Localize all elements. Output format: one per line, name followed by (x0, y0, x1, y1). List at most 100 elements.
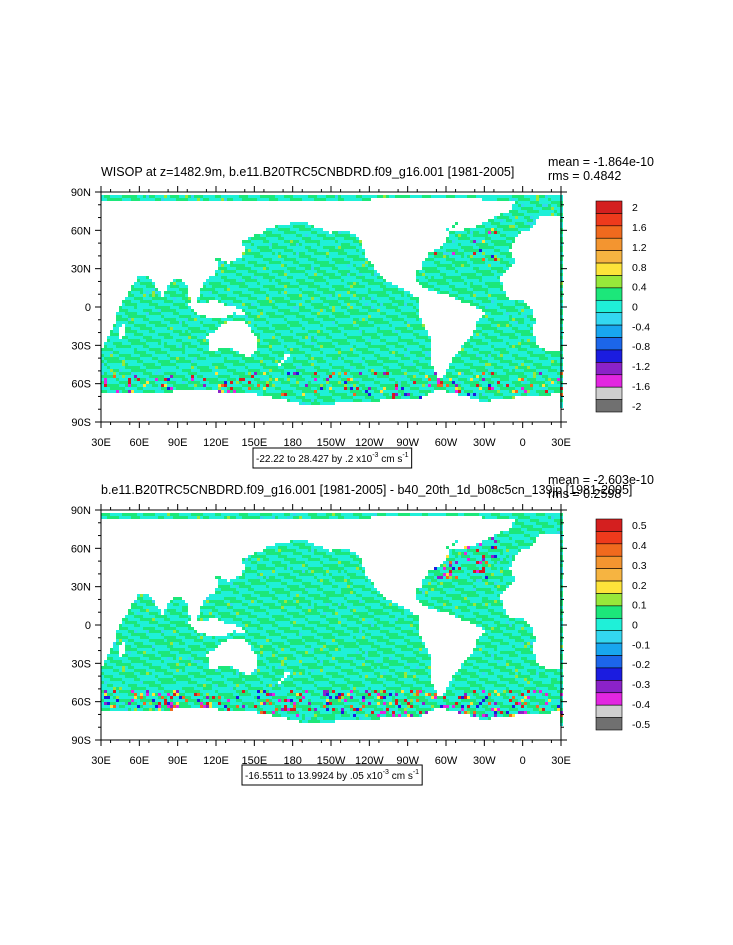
map-cell (404, 327, 407, 330)
map-cell (386, 348, 389, 351)
map-cell (293, 237, 296, 240)
stat-1: rms = 0.4842 (548, 169, 621, 183)
map-cell (461, 282, 464, 285)
map-cell (260, 312, 263, 315)
map-cell (512, 300, 515, 303)
map-cell (116, 198, 119, 201)
map-cell (206, 288, 209, 291)
map-cell (503, 216, 506, 219)
map-cell (326, 243, 329, 246)
map-cell (176, 336, 179, 339)
map-cell (296, 276, 299, 279)
map-cell (146, 300, 149, 303)
map-cell (131, 321, 134, 324)
map-cell (275, 276, 278, 279)
map-cell (260, 267, 263, 270)
map-cell (506, 339, 509, 342)
map-cell (548, 357, 551, 360)
map-cell (299, 318, 302, 321)
map-cell (173, 348, 176, 351)
map-cell (386, 291, 389, 294)
map-cell (407, 303, 410, 306)
map-cell (512, 318, 515, 321)
map-cell (383, 354, 386, 357)
map-cell (323, 264, 326, 267)
map-cell (152, 342, 155, 345)
map-cell (413, 309, 416, 312)
map-cell (386, 333, 389, 336)
map-cell (179, 285, 182, 288)
map-cell (353, 240, 356, 243)
map-cell (320, 246, 323, 249)
map-cell (482, 291, 485, 294)
map-cell (470, 243, 473, 246)
map-cell (425, 360, 428, 363)
map-cell (317, 243, 320, 246)
map-cell (500, 216, 503, 219)
map-cell (239, 279, 242, 282)
map-cell (263, 360, 266, 363)
map-cell (299, 360, 302, 363)
map-cell (521, 327, 524, 330)
map-cell (173, 360, 176, 363)
map-cell (230, 270, 233, 273)
map-cell (170, 348, 173, 351)
map-cell (386, 360, 389, 363)
map-cell (509, 264, 512, 267)
map-cell (521, 321, 524, 324)
map-cell (374, 297, 377, 300)
map-cell (164, 309, 167, 312)
map-cell (284, 315, 287, 318)
map-cell (392, 306, 395, 309)
map-cell (446, 246, 449, 249)
map-cell (371, 336, 374, 339)
map-cell (464, 261, 467, 264)
map-cell (122, 339, 125, 342)
map-cell (431, 267, 434, 270)
map-cell (335, 312, 338, 315)
map-cell (350, 297, 353, 300)
map-cell (281, 240, 284, 243)
map-cell (500, 198, 503, 201)
map-cell (116, 354, 119, 357)
map-cell (371, 357, 374, 360)
map-cell (143, 303, 146, 306)
map-cell (335, 279, 338, 282)
map-cell (179, 342, 182, 345)
map-cell (347, 234, 350, 237)
map-cell (497, 291, 500, 294)
map-cell (449, 282, 452, 285)
map-cell (149, 321, 152, 324)
map-cell (341, 360, 344, 363)
map-cell (515, 303, 518, 306)
map-cell (350, 348, 353, 351)
map-cell (203, 297, 206, 300)
map-cell (167, 336, 170, 339)
map-cell (266, 282, 269, 285)
map-cell (257, 291, 260, 294)
map-cell (140, 303, 143, 306)
map-cell (485, 252, 488, 255)
map-cell (335, 300, 338, 303)
map-cell (314, 276, 317, 279)
map-cell (497, 330, 500, 333)
map-cell (143, 279, 146, 282)
map-cell (326, 273, 329, 276)
map-cell (302, 264, 305, 267)
map-cell (416, 345, 419, 348)
map-cell (311, 363, 314, 366)
map-cell (479, 285, 482, 288)
map-cell (353, 318, 356, 321)
map-cell (353, 297, 356, 300)
map-cell (368, 300, 371, 303)
map-cell (506, 222, 509, 225)
map-cell (245, 243, 248, 246)
map-cell (233, 360, 236, 363)
map-cell (464, 285, 467, 288)
map-cell (452, 237, 455, 240)
map-cell (191, 360, 194, 363)
map-cell (320, 285, 323, 288)
map-cell (326, 357, 329, 360)
map-cell (428, 345, 431, 348)
map-cell (491, 252, 494, 255)
